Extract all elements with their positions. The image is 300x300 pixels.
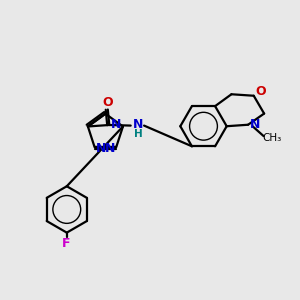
Text: N: N [133, 118, 143, 131]
Text: F: F [62, 236, 70, 250]
Text: O: O [255, 85, 266, 98]
Text: N: N [104, 142, 115, 155]
Text: O: O [103, 97, 113, 110]
Text: N: N [111, 118, 122, 130]
Text: CH₃: CH₃ [262, 134, 281, 143]
Text: N: N [96, 142, 106, 155]
Text: H: H [134, 129, 142, 139]
Text: N: N [249, 118, 260, 131]
